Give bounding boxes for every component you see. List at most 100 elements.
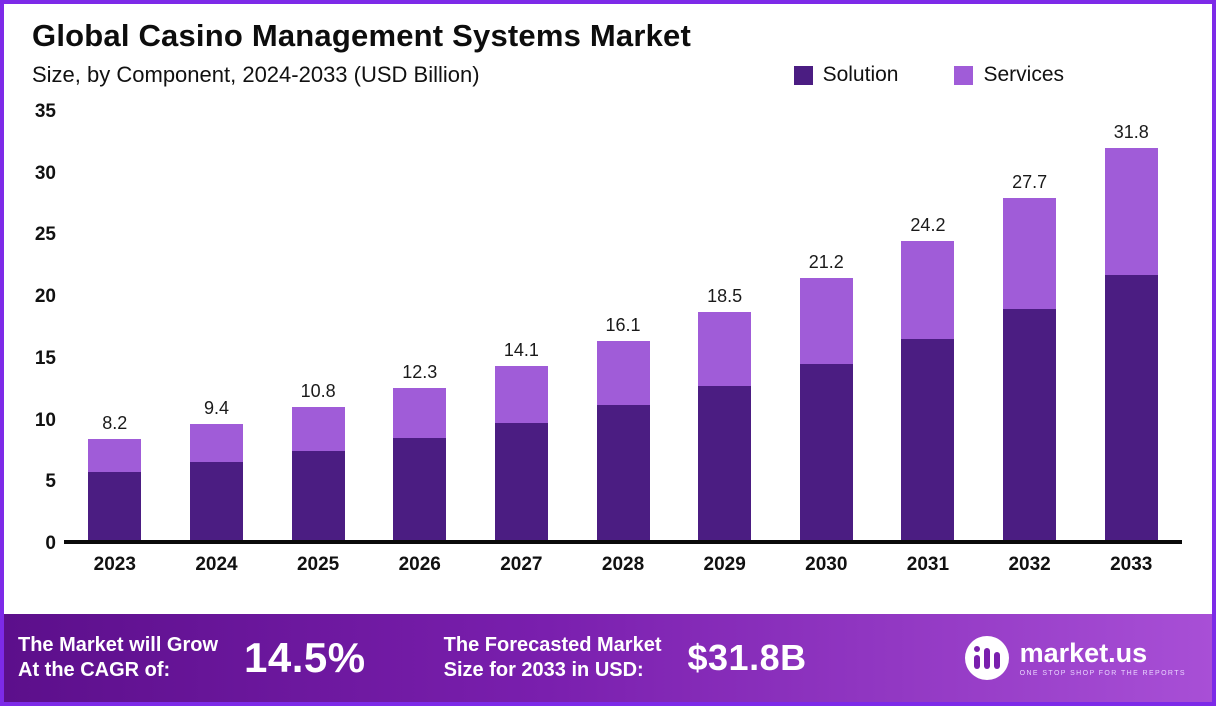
chart-header: Global Casino Management Systems Market … [4,4,1212,88]
bar-total-label: 12.3 [402,362,438,383]
bar-stack [393,388,447,540]
cagr-label: The Market will Grow At the CAGR of: [18,633,218,683]
bar-segment-solution [1104,274,1158,540]
cagr-label-line1: The Market will Grow [18,634,219,656]
bar-column-2032: 27.7 [979,112,1081,540]
forecast-label-line1: The Forecasted Market [443,634,662,656]
bar-stack [291,406,345,540]
legend-item-services: Services [954,63,1064,87]
bar-total-label: 21.2 [808,252,844,273]
bar-total-label: 27.7 [1012,172,1048,193]
forecast-label: The Forecasted Market Size for 2033 in U… [444,633,662,683]
x-axis-label-2024: 2024 [195,554,238,575]
logo-name: market.us [1019,637,1148,668]
y-tick-label: 20 [34,286,56,308]
plot-area: 8.2 9.4 10.8 12.3 14.1 16.1 18.5 21.2 24.2 27.7 31… [64,112,1182,544]
y-tick-label: 0 [45,533,56,554]
x-axis-label-2033: 2033 [1110,554,1153,575]
bar-segment-services [393,388,447,438]
logo-text: market.us ONE STOP SHOP FOR THE REPORTS [1019,637,1186,677]
forecast-label-line2: Size for 2033 in USD: [443,659,644,681]
bar-segment-solution [1003,309,1057,540]
x-axis-label-2025: 2025 [296,554,340,575]
bar-segment-services [494,365,548,423]
bar-total-label: 31.8 [1113,121,1149,142]
bar-segment-solution [799,363,853,540]
bar-column-2024: 9.4 [166,112,268,540]
bar-segment-services [1003,198,1057,310]
bar-stack [698,311,752,540]
y-tick-label: 35 [34,101,56,122]
bar-segment-services [1104,147,1158,275]
cagr-value: 14.5% [244,634,366,681]
bar-segment-solution [698,385,752,540]
bar-segment-services [291,406,345,452]
bar-column-2025: 10.8 [267,112,369,540]
bar-segment-services [88,438,142,473]
x-axis-label-2029: 2029 [703,554,746,575]
bar-column-2028: 16.1 [572,112,674,540]
y-axis: 0 5 10 15 20 25 30 35 [18,101,64,554]
bar-column-2029: 18.5 [674,112,776,540]
y-tick-label: 25 [34,224,56,246]
chart-legend: Solution Services [793,63,1064,87]
subtitle-row: Size, by Component, 2024-2033 (USD Billi… [32,62,1184,88]
bar-total-label: 10.8 [300,380,336,401]
bar-column-2030: 21.2 [775,112,877,540]
y-tick-label: 10 [34,409,56,431]
bar-column-2026: 12.3 [369,112,471,540]
bar-stack [901,241,955,540]
bar-segment-services [596,341,650,406]
bar-column-2023: 8.2 [64,112,166,540]
footer-banner: The Market will Grow At the CAGR of: 14.… [4,614,1212,702]
bar-column-2033: 31.8 [1080,112,1182,540]
forecast-value: $31.8B [687,637,807,678]
bar-segment-services [799,278,853,364]
x-axis-labels: 2023 2024 2025 2026 2027 2028 2029 2030 2031 2032… [64,544,1182,582]
x-axis-label-2031: 2031 [906,554,950,575]
bar-total-label: 14.1 [503,339,539,360]
x-axis-label-2032: 2032 [1008,554,1051,575]
bar-stack [1104,147,1158,540]
bar-stack [88,438,142,540]
bar-stack [596,341,650,540]
bar-segment-services [901,241,955,339]
marketus-logo: market.us ONE STOP SHOP FOR THE REPORTS [964,635,1186,681]
bar-total-label: 18.5 [707,285,743,306]
x-axis-label-2027: 2027 [500,554,543,575]
logo-tagline: ONE STOP SHOP FOR THE REPORTS [1019,669,1186,677]
cagr-label-line2: At the CAGR of: [18,659,171,681]
bar-segment-solution [596,405,650,540]
bar-stack [494,365,548,540]
bar-segment-solution [393,437,447,540]
bar-stack [189,424,243,540]
bar-total-label: 8.2 [102,412,128,433]
bar-segment-solution [189,462,243,540]
bar-segment-solution [88,472,142,540]
bar-column-2031: 24.2 [877,112,979,540]
y-tick-label: 30 [34,162,56,184]
services-swatch-icon [954,65,974,85]
legend-label-solution: Solution [822,63,899,86]
plot-wrap: 8.2 9.4 10.8 12.3 14.1 16.1 18.5 21.2 24.2 27.7 31… [64,98,1182,614]
legend-item-solution: Solution [793,63,899,87]
x-axis-label-2023: 2023 [93,554,136,575]
solution-swatch-icon [793,65,813,85]
bar-total-label: 24.2 [910,215,946,236]
bar-segment-services [698,311,752,386]
legend-label-services: Services [983,63,1064,86]
chart-subtitle: Size, by Component, 2024-2033 (USD Billi… [32,62,480,87]
bar-stack [799,278,853,540]
bar-total-label: 16.1 [605,315,641,336]
bar-column-2027: 14.1 [471,112,573,540]
bar-segment-services [189,424,243,463]
bar-segment-solution [901,338,955,540]
chart-title: Global Casino Management Systems Market [32,18,691,53]
y-tick-label: 15 [34,347,56,369]
marketus-logo-icon [964,636,1009,680]
bar-segment-solution [494,422,548,540]
bar-segment-solution [291,451,345,540]
bar-stack [1003,198,1057,540]
x-axis-label-2030: 2030 [805,554,848,575]
